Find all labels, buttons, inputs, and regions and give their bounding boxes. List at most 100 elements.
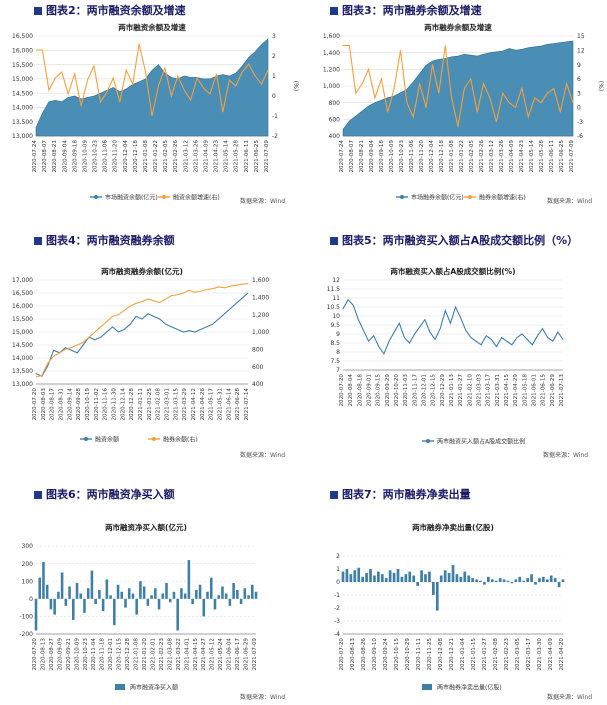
c4-ytick: 15,000 [12,329,33,336]
c6-xtick: 2020-08-13 [40,638,46,671]
c4-xtick: 2021-01-25 [147,388,153,421]
c4-xtick: 2020-08-31 [59,388,65,421]
c3-xtick: 2021-02-26 [479,140,485,173]
c3-y2tick: 6 [577,76,581,83]
c3-ytick: 400 [329,133,341,140]
c3-heading-text: 图表3：两市融券余额及增速 [342,4,482,17]
c2-xtick: 2021-05-28 [234,140,240,173]
c6-bar [120,591,124,599]
c6-bar [83,598,86,613]
c6-source: 数据来源：Wind [240,694,286,701]
c7-xtick: 2020-10-15 [394,638,400,671]
c3-series-1-point [406,102,408,104]
c4-series-1-point [141,301,143,303]
c6-xtick: 2021-03-22 [176,638,182,671]
c3-series-1-point [419,83,421,85]
c7-bar [514,579,518,582]
c4-series-0-point [123,329,125,330]
c3-series-1-point [559,111,561,113]
c7-bar [404,574,408,582]
c2-series-1-point [248,63,250,65]
c2-series-1-point [267,69,269,71]
c7-bar [455,574,459,582]
c6-bar [224,593,228,599]
c5-xtick: 2021-05-18 [522,374,528,407]
c3-y2tick: 0 [577,105,581,112]
c4-series-1-point [165,298,166,300]
c3-xtick: 2020-10-23 [399,140,405,173]
c3-xtick: 2021-04-23 [519,140,525,173]
c4-series-1-point [41,374,43,376]
c7-bar [494,580,498,582]
c4-xtick: 2021-06-28 [235,388,241,421]
c4-series-0-point [165,323,166,325]
c2-series-1-point [61,71,63,73]
c7-bar [357,567,361,582]
c7-xtick: 2020-12-21 [449,638,455,671]
c5-series-0-point [450,322,451,324]
c7-ytick: -4 [334,631,340,638]
c6-bar [187,560,191,599]
c4-source: 数据来源：Wind [240,452,286,459]
c4-y2tick: 400 [252,381,264,388]
c5-series-0-point [352,304,354,306]
c6-title: 两市融资净买入额(亿元) [105,522,187,532]
c3-series-1-point [380,78,382,80]
c3-series-1-point [368,68,369,70]
c6-bar [243,588,247,599]
c6-bar [206,591,209,599]
c6-chart: 两市融资净买入额(亿元) -200 -100 0 100 200 300 2020-07-20… [19,522,258,692]
c3-xtick: 2020-09-18 [379,140,385,173]
c3-y2label: (%) [597,81,604,91]
c4-ytick: 15,500 [12,316,33,323]
c6-bar [57,591,60,599]
c7-bar [479,580,482,582]
c3-series-1-point [425,107,427,108]
c4-series-0-point [171,326,172,328]
c2-xtick: 2021-02-26 [173,140,179,173]
c3-xtick: 2020-09-04 [369,140,375,173]
c4-series-0-point [147,313,149,315]
c6-bar [168,598,172,603]
c2-series-1-point [145,71,146,73]
c4-xtick: 2021-06-14 [226,388,232,421]
c7-bar [506,580,510,582]
c7-legend: 两市融券净卖出量(亿股) [422,684,502,692]
c5-series-0-point [424,319,426,320]
c6-bar [127,588,131,599]
c4-series-0-point [247,292,249,294]
c2-ytick: 16,500 [12,33,33,40]
c7-bar [345,569,349,582]
c5-series-0-point [465,330,467,331]
c5-xtick: 2020-08-18 [357,374,363,407]
c4-series-1-point [70,347,72,348]
c3-legend: 市场融券余额(亿元) 融券余额增速(右) [396,194,526,202]
c4-series-1-point [171,295,172,296]
c3-series-1-point [444,45,446,46]
c5-xtick: 2021-01-13 [449,374,455,407]
c2-xtick: 2020-07-24 [32,140,38,173]
c7-bar [408,571,412,582]
c4-series-0-point [118,331,119,333]
c7-bar [545,579,549,582]
c4-y2tick: 1,000 [252,329,269,336]
c2-y2tick: 1 [272,73,276,80]
c7-bar [471,578,474,582]
c2-series-1-point [87,79,88,81]
c7-bar [542,576,545,582]
c5-series-0-point [419,326,421,328]
c4-series-0-point [182,331,184,333]
c4-series-1-point [129,305,131,307]
c4-series-1-point [224,287,225,289]
c6-xtick: 2020-11-18 [100,638,106,671]
c6-bar [213,598,217,610]
c2-xtick: 2021-07-09 [264,140,270,173]
c7-xtick: 2021-01-15 [471,638,477,671]
c6-bar [105,579,109,599]
c6-bar [38,577,42,599]
c6-bar [131,593,135,599]
c3-legend-dot [468,195,472,199]
c2-series-1-point [164,67,166,69]
c6-bar [154,588,157,599]
c4-series-1-point [112,316,113,317]
